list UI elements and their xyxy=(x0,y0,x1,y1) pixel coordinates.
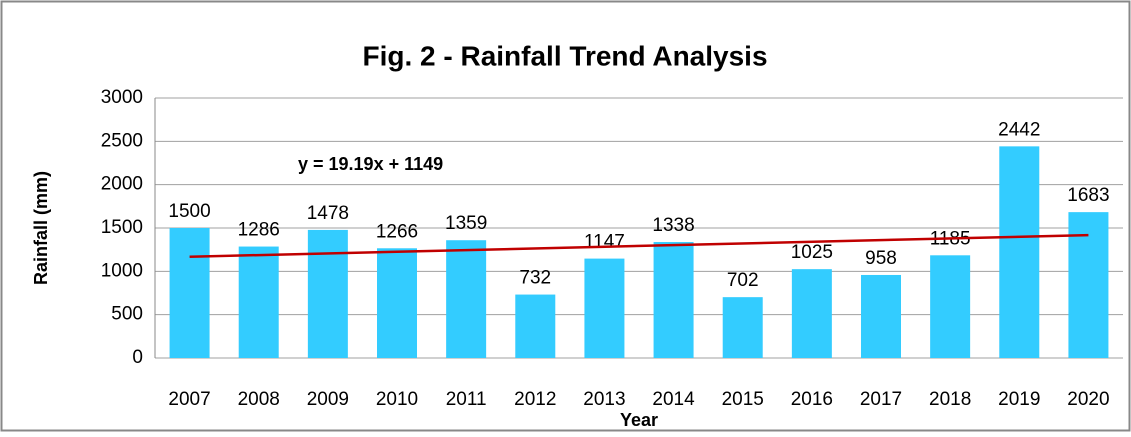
x-tick-label: 2011 xyxy=(446,389,487,410)
y-tick-label: 500 xyxy=(111,304,143,325)
data-label: 1683 xyxy=(1067,185,1109,206)
y-tick-label: 1500 xyxy=(101,217,143,238)
bar xyxy=(999,146,1040,358)
bar xyxy=(169,228,210,358)
bar xyxy=(515,294,556,358)
data-label: 1500 xyxy=(168,201,210,222)
data-label: 1286 xyxy=(238,220,280,241)
bar xyxy=(1068,212,1109,358)
x-tick-label: 2020 xyxy=(1067,389,1109,410)
data-label: 1266 xyxy=(376,221,418,242)
y-tick-label: 3000 xyxy=(101,87,143,108)
x-tick-label: 2009 xyxy=(307,389,349,410)
data-label: 1338 xyxy=(652,215,694,236)
bar xyxy=(930,255,971,358)
data-label: 1478 xyxy=(307,203,349,224)
data-label: 958 xyxy=(865,248,897,269)
x-tick-label: 2015 xyxy=(722,389,764,410)
x-tick-label: 2007 xyxy=(168,389,210,410)
trendline-equation: y = 19.19x + 1149 xyxy=(298,154,443,174)
data-label: 1147 xyxy=(584,232,625,253)
bar xyxy=(791,269,832,358)
bar xyxy=(377,248,417,358)
y-tick-label: 1000 xyxy=(101,260,143,281)
x-axis-label: Year xyxy=(620,410,658,430)
x-tick-label: 2019 xyxy=(998,389,1040,410)
bar xyxy=(653,242,694,358)
x-tick-label: 2017 xyxy=(860,389,902,410)
bar xyxy=(446,240,487,358)
x-tick-label: 2008 xyxy=(238,389,280,410)
y-tick-label: 2500 xyxy=(101,130,143,151)
bar xyxy=(307,229,348,358)
x-tick-label: 2018 xyxy=(929,389,971,410)
data-label: 732 xyxy=(519,268,551,289)
bar xyxy=(584,258,625,358)
data-label: 1025 xyxy=(791,242,833,263)
data-label: 1359 xyxy=(445,213,487,234)
x-tick-label: 2012 xyxy=(514,389,556,410)
chart-title: Fig. 2 - Rainfall Trend Analysis xyxy=(362,40,767,71)
x-tick-label: 2016 xyxy=(791,389,833,410)
data-label: 2442 xyxy=(998,119,1040,140)
bar xyxy=(861,274,901,358)
bar xyxy=(238,246,279,358)
y-axis-label: Rainfall (mm) xyxy=(31,171,51,285)
bar xyxy=(722,297,763,358)
x-tick-label: 2013 xyxy=(583,389,625,410)
x-tick-label: 2010 xyxy=(376,389,418,410)
y-tick-label: 0 xyxy=(132,347,143,368)
trendline xyxy=(189,233,1089,259)
y-tick-label: 2000 xyxy=(101,174,143,195)
data-label: 702 xyxy=(727,270,759,291)
x-tick-label: 2014 xyxy=(652,389,695,410)
